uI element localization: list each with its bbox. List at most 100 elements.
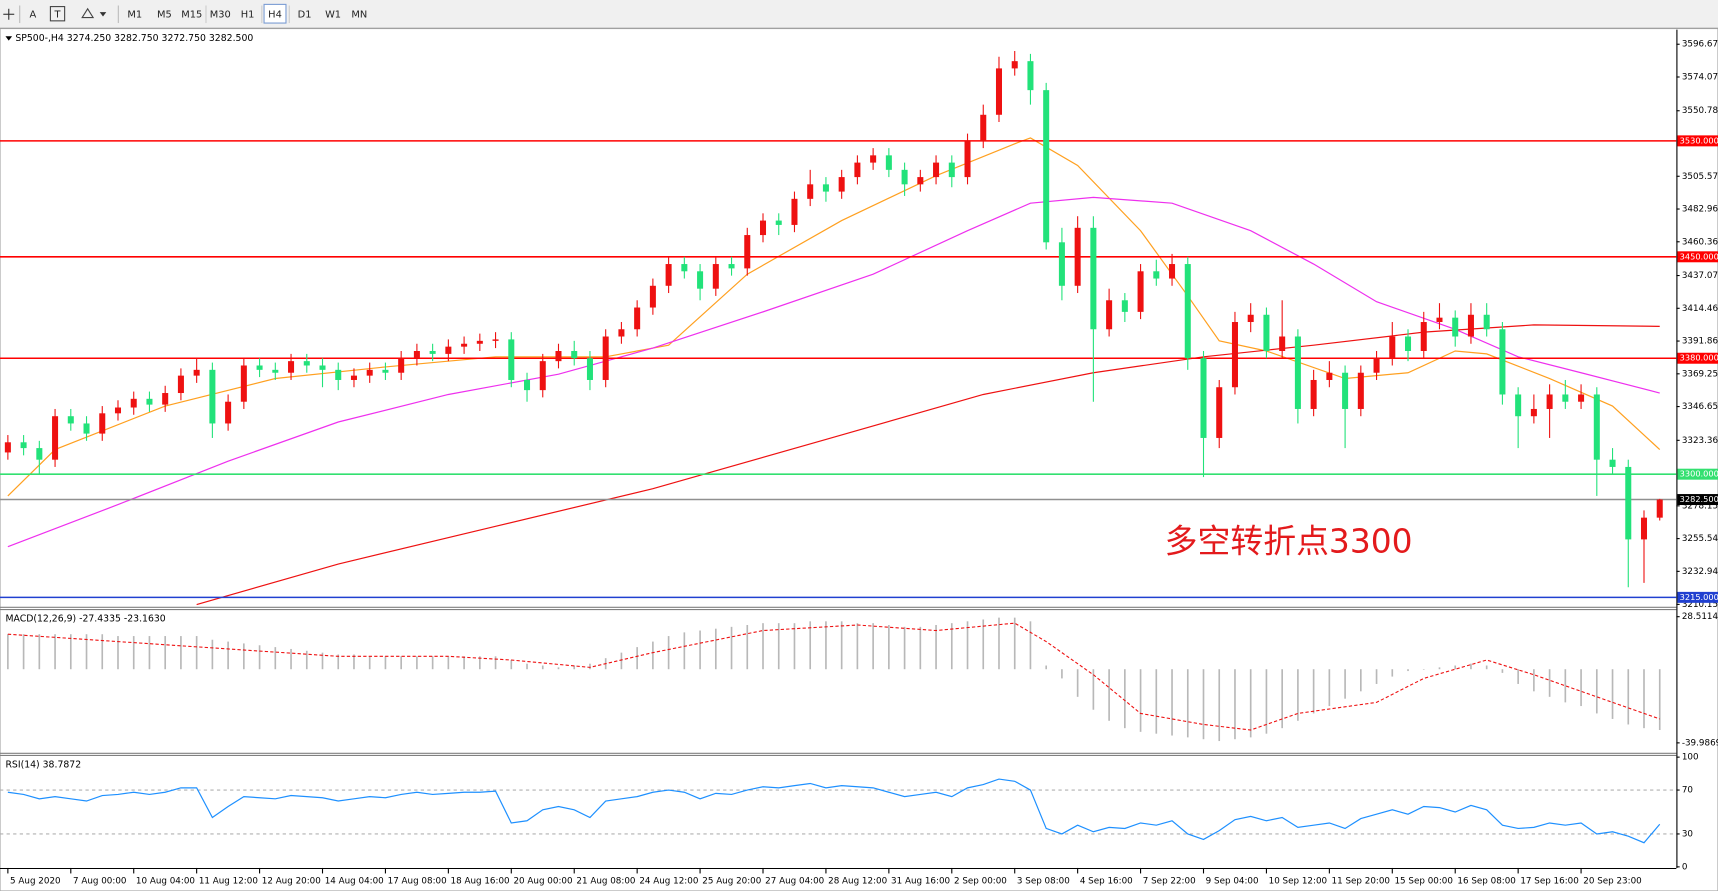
symbol-menu-arrow[interactable] [5,36,13,41]
candle-body [130,398,137,408]
shapes-tool[interactable] [81,7,107,19]
crosshair-tool[interactable] [3,8,15,20]
macd-bar [557,667,560,670]
macd-bar [1375,669,1378,684]
candle-body [319,365,326,370]
y-tick-label: 3574.070 [1682,72,1718,82]
candle-body [1310,379,1317,409]
candle-body [697,271,704,289]
candle-body [256,365,263,370]
timeframe-selected[interactable] [263,3,287,24]
macd-bar [400,656,402,670]
candle-body [885,155,892,170]
timeframe-button[interactable]: M15 [181,9,202,20]
candle-body [665,264,672,286]
level-label-box [1677,352,1718,364]
macd-bar [1501,669,1504,673]
candle-body [508,339,515,380]
x-tick-label: 24 Aug 12:00 [639,877,698,887]
candle-body [1609,459,1616,467]
macd-bar [1360,669,1362,692]
candle-body [272,369,279,373]
macd-bar [195,636,198,670]
text-label-tool[interactable] [49,6,66,22]
x-tick-label: 7 Sep 22:00 [1143,877,1196,887]
macd-bar [777,623,780,670]
macd-bar [1407,669,1409,672]
x-tick-label: 25 Aug 20:00 [702,877,761,887]
candle-body [822,184,829,192]
x-tick-label: 10 Aug 04:00 [136,877,195,887]
macd-bar [101,634,104,670]
candle-body [1656,499,1663,518]
timeframe-button[interactable]: MN [351,9,367,20]
candle-body [933,162,940,178]
candle-body [634,307,641,330]
macd-bar [1139,669,1142,732]
candle-body [602,336,609,380]
macd-bar [1092,669,1095,710]
candle-body [1389,336,1396,359]
candle-body [555,350,562,362]
candle-body [1216,387,1223,438]
candle-body [1530,408,1537,417]
y-tick-label: 70 [1682,786,1693,796]
macd-bar [353,654,355,670]
annotation: 多空转折点3300 [1165,522,1413,561]
candle-body [20,442,27,449]
candle-body [728,264,735,269]
macd-bar [872,623,874,670]
macd-bar [1234,669,1236,740]
macd-bar [274,647,277,670]
candle-body [1106,300,1113,330]
timeframe-button[interactable]: M30 [210,9,231,20]
macd-bar [998,617,1000,670]
macd-bar [1061,669,1063,679]
y-tick-label: 3210.155 [1682,600,1718,610]
timeframe-button[interactable]: D1 [298,9,312,20]
macd-bar [1297,669,1299,721]
macd-bar [667,636,670,670]
candle-body [1247,314,1254,323]
macd-bar [164,636,167,670]
candle-body [791,198,798,225]
candle-body [1357,372,1364,409]
candle-body [571,350,578,359]
candle-body [240,365,247,402]
timeframe-button[interactable]: M5 [157,9,172,20]
macd-bar [1533,669,1535,692]
macd-bar [1029,621,1032,670]
timeframe-button[interactable]: M1 [127,9,142,20]
timeframe-button[interactable]: W1 [325,9,341,20]
timeframe-button[interactable]: H4 [268,9,282,20]
candle-body [1279,336,1286,351]
candle-body [4,442,11,453]
macd-bar [1249,669,1252,738]
candle-body [476,340,483,344]
text-tool[interactable]: A [29,9,36,20]
macd-bar [699,630,701,670]
macd-bar [1485,665,1488,670]
candle-body [1640,517,1648,540]
candle-body [1058,242,1065,286]
timeframe-button[interactable]: H1 [241,9,255,20]
level-label-box [1677,251,1718,263]
candle-body [225,401,232,424]
candle-body [901,169,908,185]
macd-bar [950,623,953,670]
candle-body [712,264,719,289]
macd-bar [321,652,324,670]
candle-body [162,393,169,405]
macd-bar [85,634,88,670]
x-tick-label: 27 Aug 04:00 [765,877,824,887]
x-tick-label: 21 Aug 08:00 [576,877,635,887]
level-label-box [1677,468,1718,480]
macd-bar [416,656,418,670]
moving-average [7,196,1660,548]
macd-bar [840,621,843,670]
text-label-tool-glyph: T [54,9,62,20]
candle-body [1184,264,1191,359]
macd-bar [825,621,827,670]
y-tick-label: 3278.150 [1682,501,1718,511]
candle-body [1200,358,1207,438]
